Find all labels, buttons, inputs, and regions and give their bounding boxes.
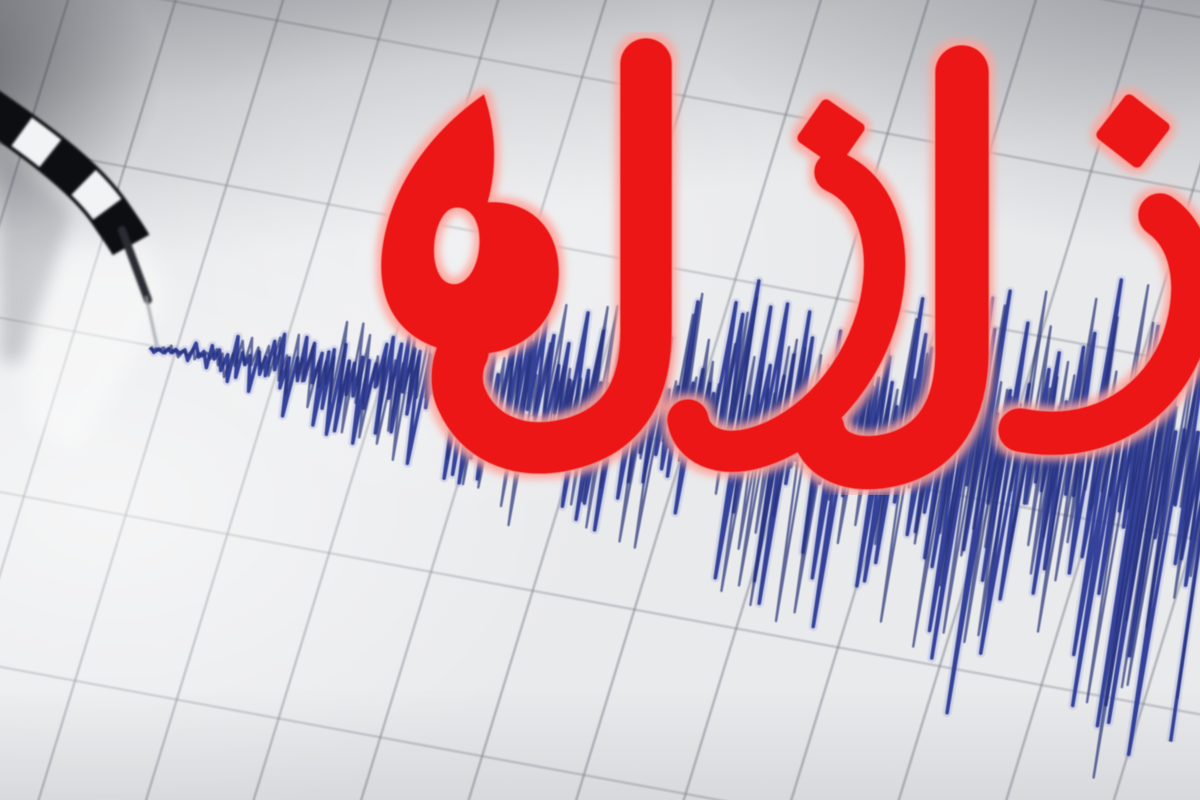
headline-calligraphy xyxy=(380,38,1200,490)
pen-arm-shadow xyxy=(0,150,72,362)
headline-letter-zeh-2-dot xyxy=(797,99,865,167)
seismograph-pen-arm-icon xyxy=(0,90,159,347)
headline-letter-zeh-1-dot xyxy=(1096,94,1170,168)
headline-letter-lam-1 xyxy=(791,45,989,490)
seismogram-trace xyxy=(146,269,1200,779)
headline-letter-heh xyxy=(380,94,560,355)
pen-tip-thin xyxy=(144,295,159,347)
headline-letter-zeh-1 xyxy=(998,193,1200,456)
paper-sheen-wedge xyxy=(14,238,168,456)
headline-letter-zeh-2 xyxy=(667,151,906,473)
pen-tip xyxy=(118,226,152,304)
headline-letter-lam-2 xyxy=(431,38,672,474)
pen-arm-stripes xyxy=(0,95,147,254)
